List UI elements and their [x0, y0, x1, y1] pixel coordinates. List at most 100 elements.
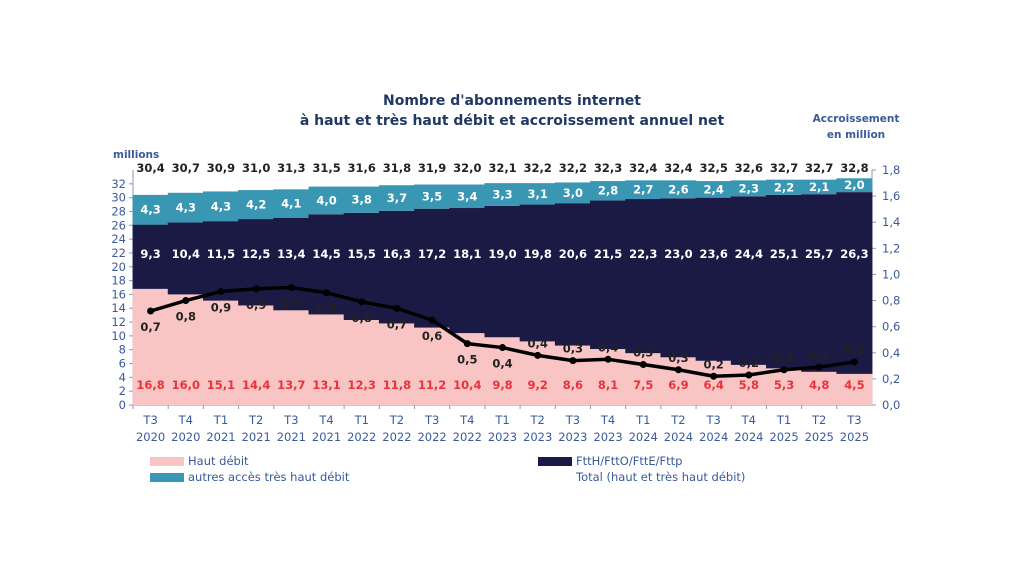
total-label: 31,9: [418, 161, 446, 175]
bar-value-label: 21,5: [594, 247, 622, 261]
bar-segment: [519, 183, 556, 205]
left-tick-label: 30: [111, 191, 126, 205]
bar-segment: [167, 192, 204, 223]
bar-value-label: 6,9: [668, 378, 688, 392]
x-tick-label-quarter: T1: [494, 413, 509, 427]
bar-value-label: 4,0: [316, 193, 336, 207]
bar-value-label: 15,1: [207, 378, 235, 392]
bar-segment: [167, 222, 204, 295]
bar-value-label: 9,2: [528, 378, 548, 392]
growth-point: [710, 372, 718, 380]
growth-point: [569, 357, 577, 365]
chart-title-line-1: Nombre d'abonnements internet: [382, 93, 641, 109]
x-tick-label-quarter: T4: [600, 413, 615, 427]
left-tick-label: 0: [119, 398, 126, 412]
total-label: 31,8: [383, 161, 411, 175]
x-tick-label-year: 2022: [417, 430, 446, 444]
left-tick-label: 22: [111, 246, 126, 260]
x-tick-label-year: 2021: [312, 430, 341, 444]
bar-segment: [590, 200, 627, 350]
legend-item-total: Total (haut et très haut débit): [576, 470, 745, 484]
right-tick-label: 1,6: [882, 189, 900, 203]
bar-segment: [484, 205, 521, 338]
bar-segment: [660, 180, 697, 199]
bar-value-label: 26,3: [840, 247, 868, 261]
bar-value-label: 4,3: [176, 201, 196, 215]
legend-label: Haut débit: [188, 454, 249, 468]
bar-segment: [484, 183, 521, 206]
x-tick-label-quarter: T4: [178, 413, 193, 427]
bar-value-label: 8,1: [598, 378, 618, 392]
growth-label: 0,4: [598, 340, 618, 354]
bar-value-label: 14,5: [312, 247, 340, 261]
growth-point: [428, 316, 436, 324]
x-tick-label-year: 2023: [523, 430, 552, 444]
bar-segment: [625, 199, 662, 354]
bar-segment: [554, 182, 591, 204]
bar-value-label: 23,6: [699, 247, 727, 261]
growth-label: 0,3: [563, 342, 583, 356]
growth-label: 0,6: [422, 329, 442, 343]
legend-swatch: [150, 456, 184, 466]
growth-point: [815, 363, 823, 371]
bar-value-label: 19,0: [488, 247, 516, 261]
x-tick-label-year: 2023: [593, 430, 622, 444]
total-label: 32,0: [453, 161, 481, 175]
growth-point: [217, 287, 225, 295]
bar-value-label: 12,3: [348, 378, 376, 392]
legend-label: autres accès très haut débit: [188, 470, 350, 484]
total-label: 30,4: [136, 161, 164, 175]
bar-segment: [132, 194, 169, 225]
bar-value-label: 2,2: [774, 180, 794, 194]
total-label: 31,6: [348, 161, 376, 175]
growth-point: [287, 284, 295, 291]
bar-value-label: 16,8: [136, 378, 164, 392]
growth-label: 0,2: [703, 357, 723, 371]
bar-segment: [238, 219, 275, 306]
right-tick-label: 1,4: [882, 215, 900, 229]
bar-segment: [766, 194, 803, 369]
bar-segment: [554, 345, 591, 405]
growth-label: 0,9: [316, 302, 336, 316]
x-tick-label-year: 2021: [206, 430, 235, 444]
x-tick-label-quarter: T3: [846, 413, 861, 427]
bar-segment: [625, 180, 662, 200]
growth-label: 0,3: [809, 348, 829, 362]
growth-label: 0,3: [633, 346, 653, 360]
left-tick-label: 14: [111, 301, 126, 315]
left-tick-label: 10: [111, 329, 126, 343]
bar-value-label: 4,5: [844, 378, 864, 392]
bar-segment: [238, 305, 275, 405]
bar-value-label: 18,1: [453, 247, 481, 261]
bar-segment: [202, 300, 239, 405]
growth-label: 0,3: [668, 351, 688, 365]
bar-segment: [238, 190, 275, 220]
total-label: 31,0: [242, 161, 270, 175]
x-tick-label-quarter: T2: [248, 413, 263, 427]
x-tick-label-quarter: T3: [142, 413, 157, 427]
left-tick-label: 18: [111, 274, 126, 288]
bar-segment: [695, 181, 732, 198]
growth-label: 0,7: [140, 320, 160, 334]
bar-value-label: 2,6: [668, 182, 688, 196]
x-tick-label-quarter: T3: [424, 413, 439, 427]
left-axis-label: millions: [113, 149, 159, 161]
bar-value-label: 2,3: [739, 181, 759, 195]
legend-item-autres-acces: autres accès très haut débit: [150, 470, 349, 484]
legend-swatch: [150, 472, 184, 482]
bar-value-label: 3,4: [457, 189, 477, 203]
bar-segment: [273, 189, 310, 218]
x-tick-label-year: 2022: [382, 430, 411, 444]
x-tick-label-quarter: T2: [389, 413, 404, 427]
right-tick-label: 1,2: [882, 241, 900, 255]
growth-label: 0,8: [352, 311, 372, 325]
bar-value-label: 25,7: [805, 247, 833, 261]
x-tick-label-year: 2022: [347, 430, 376, 444]
total-label: 32,5: [699, 161, 727, 175]
total-label: 32,2: [524, 161, 552, 175]
growth-label: 0,9: [211, 300, 231, 314]
x-tick-label-year: 2021: [277, 430, 306, 444]
growth-point: [358, 298, 366, 306]
left-tick-label: 8: [119, 343, 126, 357]
